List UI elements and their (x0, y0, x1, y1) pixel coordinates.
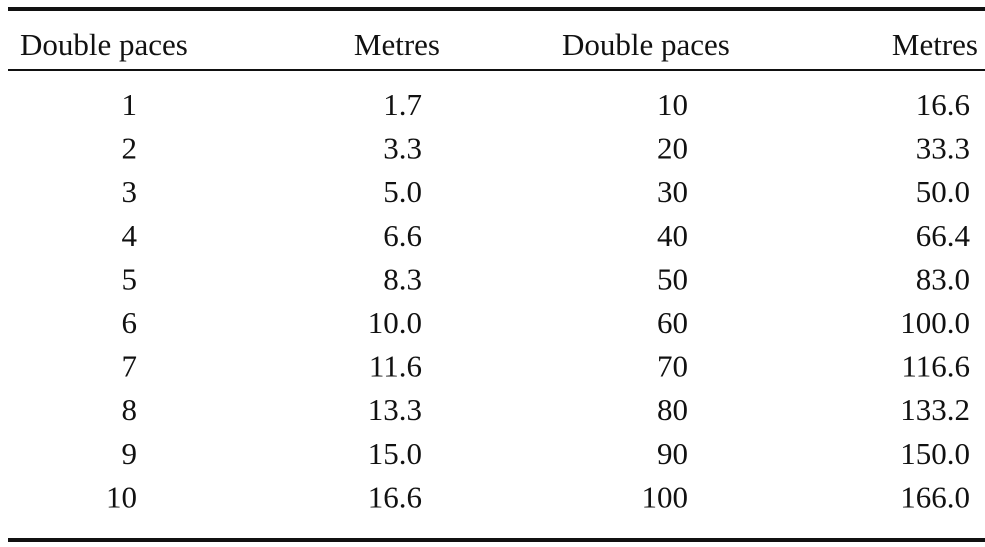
table-cell: 80 (657, 392, 688, 427)
column-header: Metres (354, 27, 440, 62)
table-cell: 100 (642, 479, 689, 514)
column-header: Double paces (20, 27, 188, 62)
table-cell: 5.0 (383, 174, 422, 209)
table-cell: 20 (657, 131, 688, 166)
table-cell: 6 (122, 305, 138, 340)
table-cell: 50 (657, 261, 688, 296)
table-cell: 5 (122, 261, 138, 296)
table-cell: 8.3 (383, 261, 422, 296)
table-cell: 10 (106, 479, 137, 514)
column-header: Metres (892, 27, 978, 62)
table-cell: 50.0 (916, 174, 970, 209)
table-cell: 33.3 (916, 131, 970, 166)
table-cell: 166.0 (900, 479, 970, 514)
table-cell: 3.3 (383, 131, 422, 166)
table-cell: 100.0 (900, 305, 970, 340)
table-cell: 13.3 (368, 392, 422, 427)
table-cell: 4 (122, 218, 138, 253)
table-cell: 7 (122, 349, 138, 384)
table-cell: 11.6 (369, 349, 422, 384)
table-cell: 6.6 (383, 218, 422, 253)
table-cell: 1 (122, 87, 138, 122)
table-cell: 150.0 (900, 436, 970, 471)
table-cell: 90 (657, 436, 688, 471)
table-cell: 116.6 (901, 349, 970, 384)
table-cell: 133.2 (900, 392, 970, 427)
column-header: Double paces (562, 27, 730, 62)
bottom-rule (8, 538, 985, 542)
top-rule (8, 7, 985, 11)
table-cell: 40 (657, 218, 688, 253)
table-cell: 10.0 (368, 305, 422, 340)
table-cell: 60 (657, 305, 688, 340)
table-cell: 3 (122, 174, 138, 209)
table-cell: 16.6 (916, 87, 970, 122)
table-cell: 30 (657, 174, 688, 209)
table-body: Double paces Metres Double paces Metres 1 1.7… (20, 27, 978, 514)
table-cell: 66.4 (916, 218, 971, 253)
table-cell: 9 (122, 436, 138, 471)
header-rule (8, 69, 985, 71)
table-cell: 83.0 (916, 261, 970, 296)
table-cell: 16.6 (368, 479, 422, 514)
table-cell: 10 (657, 87, 688, 122)
table-cell: 8 (122, 392, 138, 427)
table-cell: 70 (657, 349, 688, 384)
table-cell: 15.0 (368, 436, 422, 471)
table-cell: 2 (122, 131, 138, 166)
table-cell: 1.7 (383, 87, 422, 122)
